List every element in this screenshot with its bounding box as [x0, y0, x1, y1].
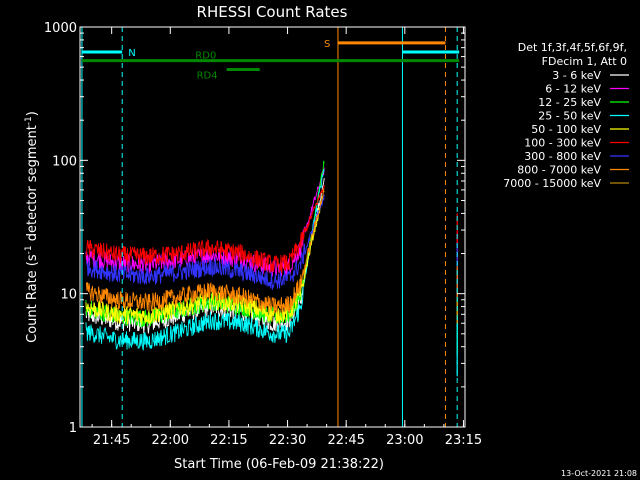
- y-tick-label-1: 1: [69, 421, 77, 436]
- x-tick-label-22-45: 22:45: [327, 433, 364, 448]
- series-line-800-7000-kev: [85, 188, 325, 314]
- legend-label-25-50-kev: 25 - 50 keV: [538, 110, 601, 123]
- legend-label-100-300-kev: 100 - 300 keV: [524, 137, 601, 150]
- legend-label-7000-15000-kev: 7000 - 15000 keV: [503, 177, 601, 190]
- x-tick-label-22-30: 22:30: [269, 433, 306, 448]
- flag-label-rd4: RD4: [197, 71, 218, 82]
- x-tick-label-23-15: 23:15: [445, 433, 482, 448]
- series-line-25-50-kev: [85, 169, 325, 351]
- legend-header-line-1: Det 1f,3f,4f,5f,6f,9f,: [518, 41, 627, 54]
- footer-timestamp: 13-Oct-2021 21:08: [561, 469, 637, 478]
- y-tick-label-1000: 1000: [44, 21, 77, 36]
- flag-label-rd0: RD0: [195, 51, 216, 62]
- legend: Det 1f,3f,4f,5f,6f,9f, FDecim 1, Att 0 3…: [503, 41, 629, 190]
- x-tick-label-23-00: 23:00: [386, 433, 423, 448]
- y-tick-label-10: 10: [60, 288, 77, 303]
- series-line-300-800-kev: [85, 194, 325, 290]
- x-axis-label: Start Time (06-Feb-09 21:38:22): [174, 457, 384, 472]
- series-line-100-300-kev: [85, 184, 325, 274]
- plot-area: N S RD0 RD4: [81, 27, 460, 427]
- flag-label-n: N: [128, 48, 135, 59]
- x-tick-label-22-00: 22:00: [152, 433, 189, 448]
- legend-label-12-25-kev: 12 - 25 keV: [538, 96, 601, 109]
- axes: 21:45 22:00 22:15 22:30 22:45 23:00 23:15 1 10 10…: [44, 21, 482, 448]
- chart-title: RHESSI Count Rates: [197, 3, 348, 21]
- series-line-50-100-kev: [85, 190, 325, 325]
- legend-label-300-800-kev: 300 - 800 keV: [524, 150, 601, 163]
- y-tick-label-100: 100: [52, 154, 77, 169]
- legend-label-3-6-kev: 3 - 6 keV: [552, 69, 601, 82]
- legend-header-line-2: FDecim 1, Att 0: [542, 55, 627, 68]
- y-axis-label: Count Rate (s-1 detector segment-1): [24, 111, 40, 343]
- legend-label-6-12-kev: 6 - 12 keV: [545, 83, 601, 96]
- flag-label-s: S: [324, 39, 330, 50]
- x-tick-label-21-45: 21:45: [93, 433, 130, 448]
- plot-frame: [79, 26, 466, 428]
- legend-label-800-7000-kev: 800 - 7000 keV: [517, 164, 601, 177]
- x-tick-label-22-15: 22:15: [210, 433, 247, 448]
- legend-label-50-100-kev: 50 - 100 keV: [531, 123, 601, 136]
